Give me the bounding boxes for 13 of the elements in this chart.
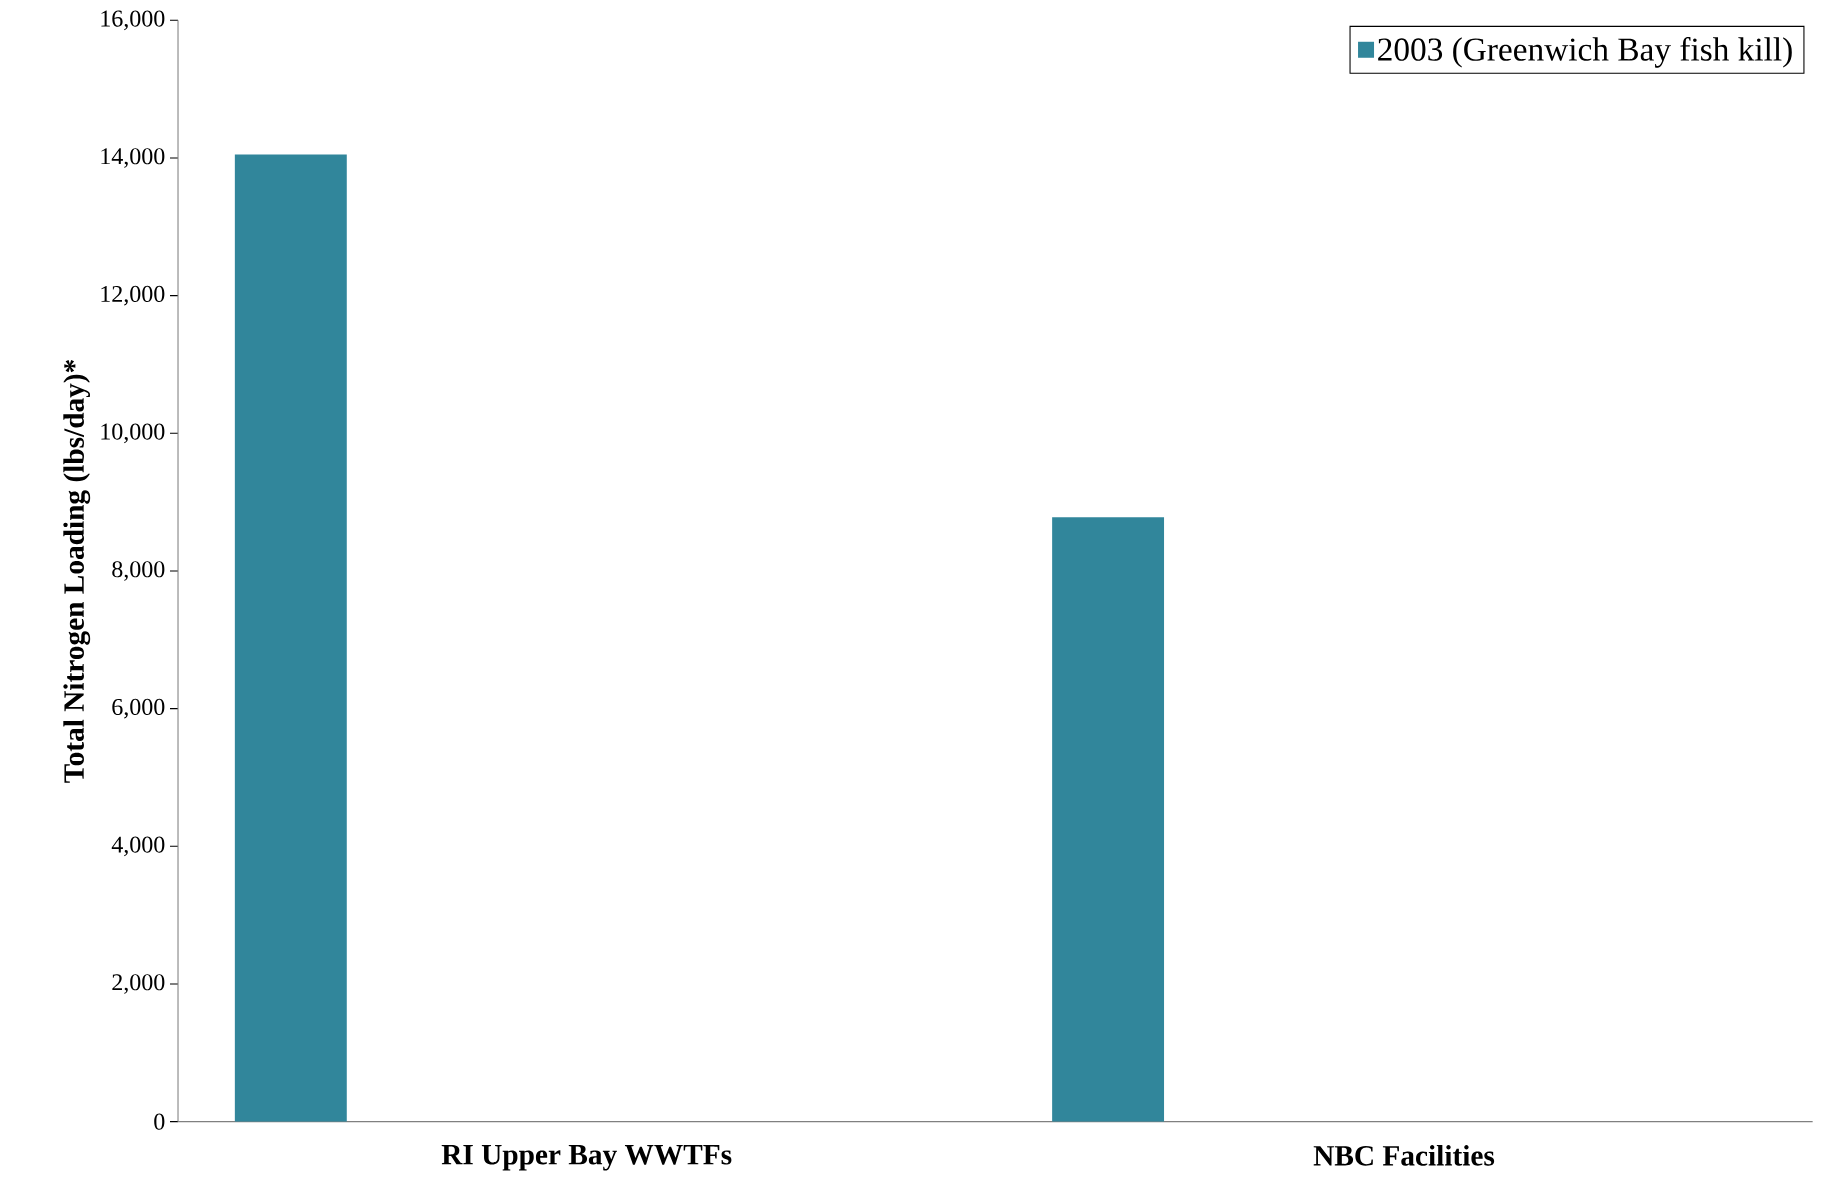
y-tick-label: 16,000	[101, 10, 165, 31]
y-tick-label: 12,000	[101, 285, 165, 306]
legend-label: 2003 (Greenwich Bay fish kill)	[1378, 37, 1792, 68]
y-tick-label: 14,000	[101, 148, 165, 168]
y-tick-label: 6,000	[112, 698, 165, 719]
x-tick-label: NBC Facilities	[1313, 1145, 1495, 1166]
x-tick-label: RI Upper Bay WWTFs	[441, 1145, 732, 1171]
y-tick-label: 10,000	[101, 423, 165, 444]
y-tick-label: 0	[154, 1113, 165, 1130]
y-tick-label: 2,000	[112, 974, 165, 994]
y-axis-title: Total Nitrogen Loading (lbs/day)*	[63, 359, 91, 783]
y-tick-label: 8,000	[112, 561, 165, 581]
y-tick-label: 4,000	[111, 836, 165, 857]
